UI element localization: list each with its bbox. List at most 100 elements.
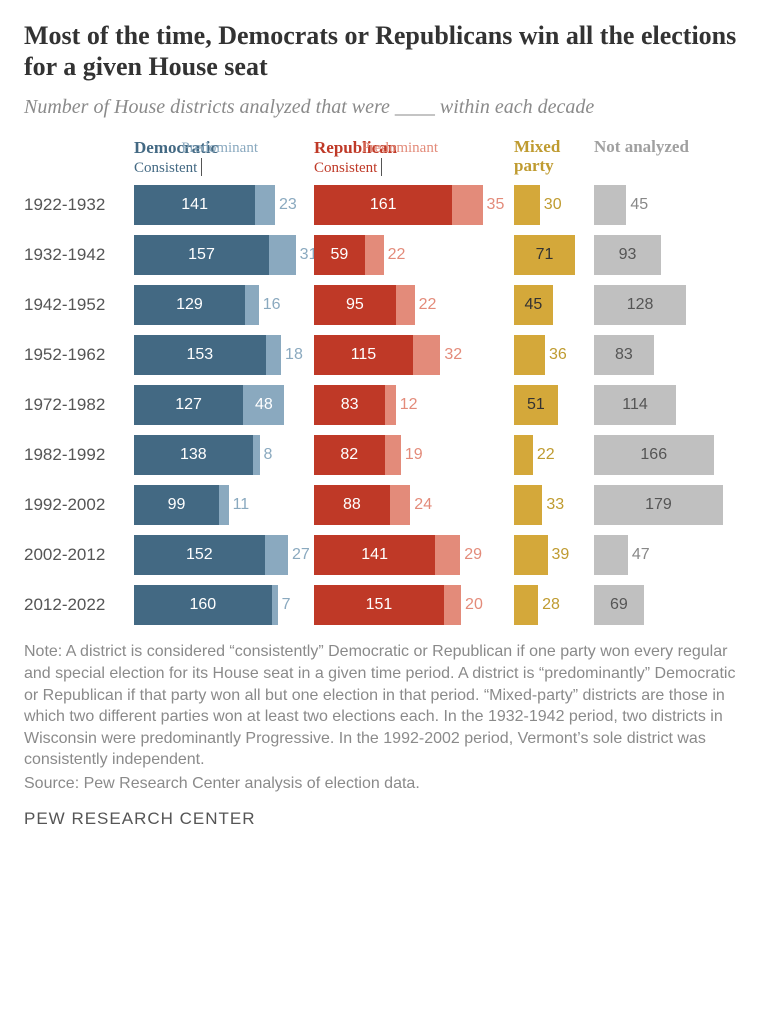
dem-consistent-bar: 157: [134, 235, 269, 275]
mixed-bar: 51: [514, 385, 558, 425]
legend-rep: Republican Consistent Predominant: [314, 138, 514, 177]
chart-title: Most of the time, Democrats or Republica…: [24, 20, 744, 82]
legend-na-label: Not analyzed: [594, 138, 714, 157]
dem-predominant-bar: [266, 335, 281, 375]
rep-predominant-value: 19: [405, 446, 423, 464]
na-value: 45: [630, 196, 648, 214]
dem-col: 1388: [134, 435, 314, 475]
rep-predominant-bar: [390, 485, 411, 525]
na-bar: 179: [594, 485, 723, 525]
tick-icon: [381, 158, 382, 176]
mixed-bar: [514, 335, 545, 375]
na-bar: 114: [594, 385, 676, 425]
rep-col: 88 24: [314, 485, 514, 525]
row-label: 1922-1932: [24, 195, 134, 215]
dem-consistent-bar: 127: [134, 385, 243, 425]
mixed-col: 36: [514, 335, 594, 375]
legend-dem-consistent: Consistent: [134, 160, 197, 177]
mixed-col: 28: [514, 585, 594, 625]
dem-predominant-value: 7: [282, 596, 291, 614]
na-col: 93: [594, 235, 724, 275]
na-value: 47: [632, 546, 650, 564]
na-bar: [594, 535, 628, 575]
dem-consistent-bar: 153: [134, 335, 266, 375]
dem-predominant-value: 11: [233, 496, 250, 514]
rep-consistent-bar: 141: [314, 535, 435, 575]
dem-consistent-bar: 129: [134, 285, 245, 325]
mixed-col: 22: [514, 435, 594, 475]
na-col: 128: [594, 285, 724, 325]
dem-predominant-value: 23: [279, 196, 297, 214]
na-bar: 83: [594, 335, 654, 375]
rep-predominant-value: 20: [465, 596, 483, 614]
data-row: 2002-201215227141293947: [24, 533, 744, 577]
na-bar: 93: [594, 235, 661, 275]
data-row: 1992-2002991188 24 33179: [24, 483, 744, 527]
source: Source: Pew Research Center analysis of …: [24, 775, 744, 793]
rep-col: 11532: [314, 335, 514, 375]
na-col: 69: [594, 585, 724, 625]
dem-col: 15227: [134, 535, 314, 575]
dem-predominant-bar: [245, 285, 259, 325]
dem-predominant-bar: [255, 185, 275, 225]
rep-consistent-bar: 59: [314, 235, 365, 275]
row-label: 1992-2002: [24, 495, 134, 515]
rep-consistent-bar: 82: [314, 435, 385, 475]
dem-col: 12916: [134, 285, 314, 325]
mixed-col: 45: [514, 285, 594, 325]
dem-predominant-bar: [253, 435, 260, 475]
data-row: 1922-193214123161353045: [24, 183, 744, 227]
rep-predominant-value: 29: [464, 546, 482, 564]
rep-col: 16135: [314, 185, 514, 225]
rep-predominant-bar: [452, 185, 482, 225]
rep-predominant-bar: [435, 535, 460, 575]
note: Note: A district is considered “consiste…: [24, 641, 744, 771]
mixed-value: 36: [549, 346, 567, 364]
mixed-bar: [514, 185, 540, 225]
row-label: 1982-1992: [24, 445, 134, 465]
mixed-value: 22: [537, 446, 555, 464]
data-row: 1942-19521291695 22 45 128: [24, 283, 744, 327]
rep-predominant-value: 22: [388, 246, 406, 264]
dem-col: 15731: [134, 235, 314, 275]
rep-predominant-value: 32: [444, 346, 462, 364]
mixed-col: 33: [514, 485, 594, 525]
chart-subtitle: Number of House districts analyzed that …: [24, 94, 744, 120]
legend-rep-predominant: Predominant: [361, 140, 438, 157]
dem-predominant-bar: [219, 485, 228, 525]
footer: PEW RESEARCH CENTER: [24, 809, 744, 829]
na-col: 47: [594, 535, 724, 575]
mixed-bar: 71: [514, 235, 575, 275]
row-label: 2012-2022: [24, 595, 134, 615]
na-col: 114: [594, 385, 724, 425]
mixed-col: 30: [514, 185, 594, 225]
row-label: 1972-1982: [24, 395, 134, 415]
dem-predominant-value: 18: [285, 346, 303, 364]
tick-icon: [201, 158, 202, 176]
rep-col: 15120: [314, 585, 514, 625]
rep-col: 82 19: [314, 435, 514, 475]
row-label: 1952-1962: [24, 345, 134, 365]
chart-rows: 1922-1932141231613530451932-194215731592…: [24, 183, 744, 627]
na-col: 179: [594, 485, 724, 525]
rep-col: 141 29: [314, 535, 514, 575]
rep-predominant-bar: [385, 385, 395, 425]
rep-consistent-bar: 88: [314, 485, 390, 525]
mixed-bar: 45: [514, 285, 553, 325]
rep-col: 8312: [314, 385, 514, 425]
rep-predominant-value: 24: [414, 496, 432, 514]
rep-predominant-value: 22: [419, 296, 437, 314]
mixed-value: 39: [552, 546, 570, 564]
data-row: 1982-19921388821922166: [24, 433, 744, 477]
mixed-bar: [514, 485, 542, 525]
dem-col: 9911: [134, 485, 314, 525]
row-label: 1942-1952: [24, 295, 134, 315]
rep-predominant-bar: [444, 585, 461, 625]
mixed-bar: [514, 535, 548, 575]
rep-consistent-bar: 95: [314, 285, 396, 325]
dem-consistent-bar: 138: [134, 435, 253, 475]
mixed-bar: [514, 435, 533, 475]
legend-mixed-label: Mixed party: [514, 138, 594, 175]
rep-consistent-bar: 161: [314, 185, 452, 225]
rep-predominant-bar: [385, 435, 401, 475]
